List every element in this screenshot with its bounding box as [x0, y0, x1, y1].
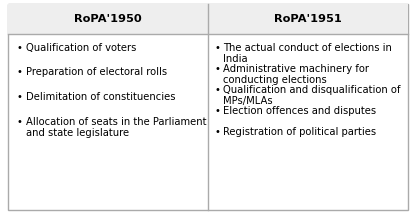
Bar: [208, 4, 408, 34]
Bar: [8, 4, 208, 34]
Text: Registration of political parties: Registration of political parties: [223, 127, 376, 137]
Text: •: •: [214, 85, 220, 95]
Text: Election offences and disputes: Election offences and disputes: [223, 106, 376, 116]
Text: RoPA'1950: RoPA'1950: [74, 14, 142, 24]
Text: •: •: [17, 92, 22, 102]
Text: Qualification and disqualification of
MPs/MLAs: Qualification and disqualification of MP…: [223, 85, 401, 106]
Text: •: •: [214, 127, 220, 137]
Text: RoPA'1951: RoPA'1951: [274, 14, 342, 24]
Text: •: •: [17, 67, 22, 77]
Text: The actual conduct of elections in
India: The actual conduct of elections in India: [223, 43, 392, 64]
Text: Delimitation of constituencies: Delimitation of constituencies: [26, 92, 175, 102]
Text: Allocation of seats in the Parliament
and state legislature: Allocation of seats in the Parliament an…: [26, 117, 206, 138]
Text: Qualification of voters: Qualification of voters: [26, 43, 136, 53]
Text: •: •: [214, 43, 220, 53]
Text: •: •: [214, 64, 220, 74]
Text: •: •: [17, 117, 22, 127]
Text: Preparation of electoral rolls: Preparation of electoral rolls: [26, 67, 167, 77]
Text: •: •: [17, 43, 22, 53]
Text: Administrative machinery for
conducting elections: Administrative machinery for conducting …: [223, 64, 369, 85]
Text: •: •: [214, 106, 220, 116]
